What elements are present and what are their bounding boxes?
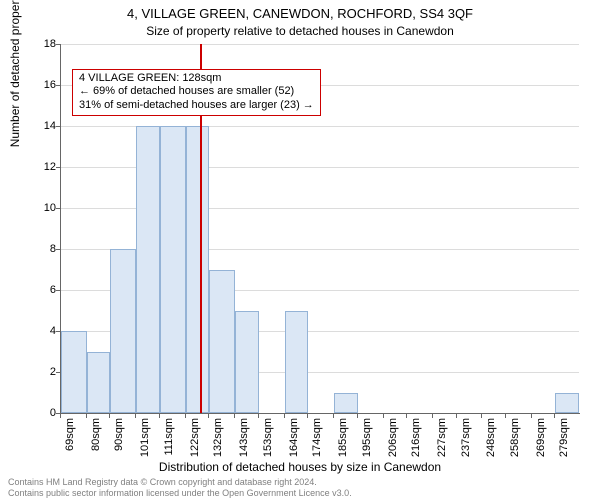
ytick-label: 12	[44, 161, 56, 173]
footer-line1: Contains HM Land Registry data © Crown c…	[8, 477, 352, 487]
ytick-label: 0	[50, 407, 56, 419]
ytick-label: 8	[50, 243, 56, 255]
xtick-mark	[159, 414, 160, 418]
ytick-label: 16	[44, 79, 56, 91]
histogram-bar	[110, 249, 136, 413]
footer-line2: Contains public sector information licen…	[8, 488, 352, 498]
annotation-box: 4 VILLAGE GREEN: 128sqm ← 69% of detache…	[72, 69, 321, 116]
xtick-label: 90sqm	[113, 418, 125, 462]
xtick-label: 185sqm	[337, 418, 349, 462]
xtick-label: 153sqm	[262, 418, 274, 462]
histogram-bar	[555, 393, 579, 414]
histogram-bar	[87, 352, 111, 414]
xtick-mark	[456, 414, 457, 418]
chart-subtitle: Size of property relative to detached ho…	[0, 24, 600, 38]
xtick-mark	[109, 414, 110, 418]
ytick-mark	[56, 290, 60, 291]
xtick-label: 69sqm	[64, 418, 76, 462]
histogram-bar	[235, 311, 259, 414]
ytick-mark	[56, 126, 60, 127]
xtick-mark	[383, 414, 384, 418]
ytick-label: 14	[44, 120, 56, 132]
xtick-mark	[258, 414, 259, 418]
xtick-mark	[60, 414, 61, 418]
xtick-mark	[554, 414, 555, 418]
y-axis-label: Number of detached properties	[8, 0, 22, 147]
ytick-label: 18	[44, 38, 56, 50]
ytick-label: 4	[50, 325, 56, 337]
ytick-mark	[56, 44, 60, 45]
ytick-mark	[56, 167, 60, 168]
xtick-mark	[135, 414, 136, 418]
xtick-label: 237sqm	[460, 418, 472, 462]
footer-text: Contains HM Land Registry data © Crown c…	[8, 477, 352, 498]
xtick-mark	[307, 414, 308, 418]
chart-title: 4, VILLAGE GREEN, CANEWDON, ROCHFORD, SS…	[0, 6, 600, 21]
ytick-mark	[56, 249, 60, 250]
histogram-bar	[186, 126, 210, 413]
xtick-label: 216sqm	[410, 418, 422, 462]
ytick-mark	[56, 85, 60, 86]
xtick-mark	[208, 414, 209, 418]
ytick-label: 2	[50, 366, 56, 378]
histogram-bar	[160, 126, 186, 413]
xtick-label: 195sqm	[361, 418, 373, 462]
xtick-label: 269sqm	[535, 418, 547, 462]
histogram-bar	[334, 393, 358, 414]
xtick-label: 122sqm	[189, 418, 201, 462]
x-axis-label: Distribution of detached houses by size …	[0, 460, 600, 474]
annotation-line1: 4 VILLAGE GREEN: 128sqm	[79, 72, 314, 86]
xtick-mark	[86, 414, 87, 418]
gridline	[61, 44, 579, 45]
xtick-mark	[505, 414, 506, 418]
xtick-mark	[357, 414, 358, 418]
xtick-label: 206sqm	[387, 418, 399, 462]
histogram-bar	[285, 311, 309, 414]
annotation-line3: 31% of semi-detached houses are larger (…	[79, 99, 314, 113]
xtick-label: 111sqm	[163, 418, 175, 462]
xtick-label: 80sqm	[90, 418, 102, 462]
ytick-label: 6	[50, 284, 56, 296]
ytick-mark	[56, 372, 60, 373]
xtick-mark	[284, 414, 285, 418]
histogram-bar	[209, 270, 235, 414]
annotation-line2: ← 69% of detached houses are smaller (52…	[79, 85, 314, 99]
ytick-label: 10	[44, 202, 56, 214]
ytick-mark	[56, 208, 60, 209]
xtick-mark	[481, 414, 482, 418]
xtick-label: 164sqm	[288, 418, 300, 462]
xtick-mark	[185, 414, 186, 418]
xtick-mark	[432, 414, 433, 418]
xtick-label: 174sqm	[311, 418, 323, 462]
ytick-mark	[56, 331, 60, 332]
xtick-label: 258sqm	[509, 418, 521, 462]
xtick-label: 101sqm	[139, 418, 151, 462]
histogram-bar	[61, 331, 87, 413]
xtick-mark	[531, 414, 532, 418]
xtick-mark	[333, 414, 334, 418]
xtick-label: 248sqm	[485, 418, 497, 462]
xtick-label: 132sqm	[212, 418, 224, 462]
xtick-label: 279sqm	[558, 418, 570, 462]
xtick-label: 143sqm	[238, 418, 250, 462]
xtick-label: 227sqm	[436, 418, 448, 462]
xtick-mark	[406, 414, 407, 418]
xtick-mark	[234, 414, 235, 418]
histogram-bar	[136, 126, 160, 413]
